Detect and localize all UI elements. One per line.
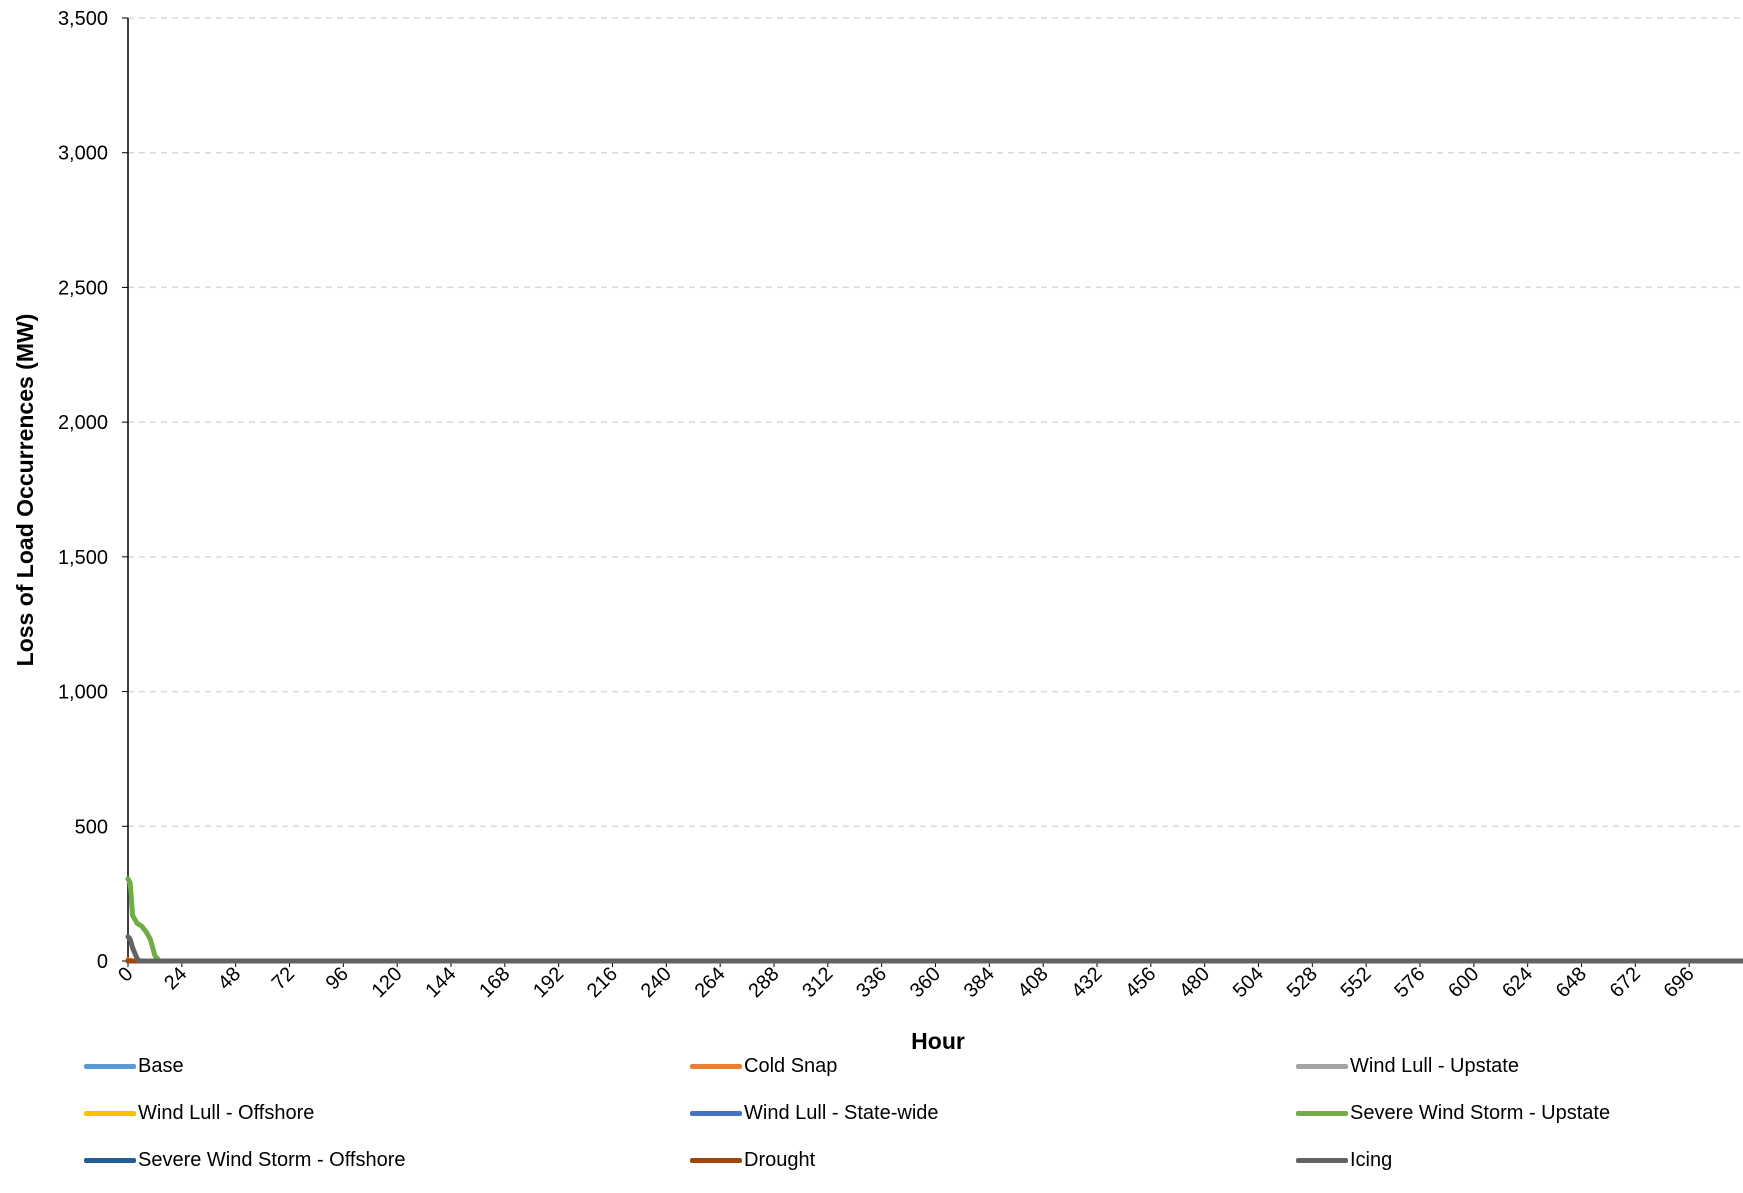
x-tick-label: 240: [637, 963, 676, 1002]
x-tick-label: 504: [1229, 963, 1268, 1002]
x-tick-label: 168: [475, 963, 514, 1002]
x-tick-label: 360: [906, 963, 945, 1002]
x-tick-label: 624: [1498, 963, 1537, 1002]
x-tick-label: 72: [268, 963, 299, 994]
x-tick-labels: 0 24 48 72 96 120 144 168 192 216 240 264 288 312 336 3…: [114, 961, 1699, 1002]
x-tick-label: 432: [1067, 963, 1106, 1002]
y-tick-label: 3,000: [58, 143, 108, 165]
axes: [127, 18, 1743, 962]
x-axis-title: Hour: [911, 1028, 965, 1054]
x-tick-label: 408: [1014, 963, 1053, 1002]
x-tick-label: 312: [798, 963, 837, 1002]
x-tick-label: 48: [214, 963, 245, 994]
gridlines: [128, 17, 1743, 828]
x-tick-label: 216: [583, 963, 622, 1002]
x-tick-label: 120: [368, 963, 407, 1002]
y-tick-labels: 0 500 1,000 1,500 2,000 2,500 3,000 3,500: [58, 8, 128, 973]
series-line-icing: [125, 934, 1743, 964]
x-tick-label: 480: [1175, 963, 1214, 1002]
x-tick-label: 672: [1606, 963, 1645, 1002]
x-tick-label: 456: [1121, 963, 1160, 1002]
y-tick-label: 3,500: [58, 8, 108, 30]
y-tick-label: 1,000: [58, 682, 108, 704]
x-tick-label: 552: [1337, 963, 1376, 1002]
y-tick-label: 1,500: [58, 547, 108, 569]
y-tick-label: 500: [75, 816, 108, 838]
x-tick-label: 336: [852, 963, 891, 1002]
x-tick-label: 192: [529, 963, 568, 1002]
y-tick-label: 0: [97, 951, 108, 973]
x-tick-label: 288: [744, 963, 783, 1002]
x-tick-label: 576: [1390, 963, 1429, 1002]
y-axis-title: Loss of Load Occurrences (MW): [12, 314, 38, 667]
x-tick-label: 264: [691, 963, 730, 1002]
x-tick-label: 384: [960, 963, 999, 1002]
x-tick-label: 648: [1552, 963, 1591, 1002]
x-tick-label: 0: [114, 963, 137, 986]
x-tick-label: 696: [1660, 963, 1699, 1002]
x-tick-label: 528: [1283, 963, 1322, 1002]
series-line-severe-wind-storm-upstate: [125, 876, 1743, 964]
y-tick-label: 2,500: [58, 277, 108, 299]
x-tick-label: 600: [1444, 963, 1483, 1002]
x-tick-label: 96: [322, 963, 353, 994]
y-tick-label: 2,000: [58, 412, 108, 434]
x-tick-label: 24: [160, 963, 191, 994]
x-tick-label: 144: [421, 963, 460, 1002]
series-lines: [125, 876, 1743, 964]
